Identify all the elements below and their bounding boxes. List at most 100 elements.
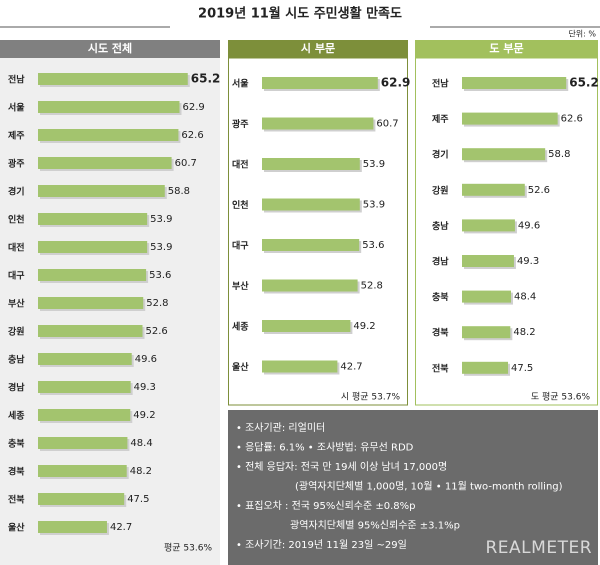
bar xyxy=(262,279,358,292)
note-line: • 응답률: 6.1% • 조사방법: 유무선 RDD xyxy=(236,442,414,454)
panel-title: 도 부문 xyxy=(489,42,523,55)
bar xyxy=(462,361,509,374)
category-label: 부산 xyxy=(8,298,25,310)
category-label: 경북 xyxy=(432,327,449,339)
category-label: 광주 xyxy=(232,118,249,130)
bar xyxy=(38,297,144,309)
value-label: 53.9 xyxy=(363,200,385,211)
category-label: 제주 xyxy=(8,130,25,142)
value-label: 48.2 xyxy=(513,327,535,338)
value-label: 48.2 xyxy=(130,466,152,477)
bar xyxy=(462,290,511,303)
value-label: 58.8 xyxy=(548,149,570,160)
value-label: 47.5 xyxy=(511,363,533,374)
panel-header xyxy=(415,40,598,58)
panel-footnote: 시 평균 53.7% xyxy=(341,392,401,403)
value-label: 49.6 xyxy=(135,354,157,365)
category-label: 강원 xyxy=(8,326,25,338)
category-label: 충남 xyxy=(432,220,449,232)
value-label: 62.6 xyxy=(561,114,583,125)
category-label: 세종 xyxy=(232,321,249,333)
panel-title: 시 부문 xyxy=(301,42,335,55)
category-label: 전남 xyxy=(432,78,449,90)
value-label: 47.5 xyxy=(127,494,149,505)
bar xyxy=(38,129,179,141)
category-label: 경남 xyxy=(8,382,25,394)
bar xyxy=(38,241,148,253)
value-label: 48.4 xyxy=(130,438,152,449)
bar xyxy=(38,465,127,477)
category-label: 전북 xyxy=(8,494,25,506)
bar xyxy=(38,409,131,421)
value-label: 49.3 xyxy=(134,382,156,393)
value-label: 60.7 xyxy=(175,158,197,169)
bar xyxy=(262,360,338,373)
bar xyxy=(38,101,180,113)
value-label: 53.9 xyxy=(150,242,172,253)
panel-header xyxy=(228,40,408,58)
panel xyxy=(228,57,408,406)
bar xyxy=(262,320,351,332)
value-label: 49.6 xyxy=(518,220,540,231)
category-label: 인천 xyxy=(8,215,25,226)
category-label: 경기 xyxy=(432,149,449,161)
note-line: • 전체 응답자: 전국 만 19세 이상 남녀 17,000명 xyxy=(236,461,447,473)
note-line: (광역자치단체별 1,000명, 10월 • 11월 two-month rol… xyxy=(295,481,563,493)
bar xyxy=(462,255,514,267)
bar xyxy=(38,185,165,197)
unit: 단위: % xyxy=(568,29,596,39)
value-label: 62.9 xyxy=(381,76,411,90)
value-label: 60.7 xyxy=(376,119,398,130)
value-label: 62.6 xyxy=(181,130,203,141)
category-label: 충북 xyxy=(8,438,25,450)
value-label: 48.4 xyxy=(514,292,536,303)
panel-footnote: 평균 53.6% xyxy=(164,543,212,554)
bar xyxy=(262,198,360,211)
title: 2019년 11월 시도 주민생활 만족도 xyxy=(198,6,402,22)
category-label: 충남 xyxy=(8,354,25,366)
category-label: 전북 xyxy=(432,362,449,374)
value-label: 49.2 xyxy=(133,410,155,421)
note-line: • 조사기관: 리얼미터 xyxy=(236,422,325,434)
note-line: • 조사기간: 2019년 11월 23일 ~29일 xyxy=(236,539,407,551)
category-label: 강원 xyxy=(432,184,449,196)
bar xyxy=(262,158,360,170)
bar xyxy=(462,148,546,161)
category-label: 서울 xyxy=(232,78,249,90)
value-label: 52.6 xyxy=(146,326,168,337)
category-label: 울산 xyxy=(8,522,25,534)
value-label: 53.6 xyxy=(149,270,171,281)
bar xyxy=(462,112,558,125)
bar xyxy=(462,326,511,339)
note-line: 광역자치단체별 95%신뢰수준 ±3.1%p xyxy=(290,520,460,532)
value-label: 65.2 xyxy=(569,76,599,90)
value-label: 53.6 xyxy=(362,240,384,251)
bar xyxy=(38,353,132,365)
bar xyxy=(262,117,374,130)
category-label: 경기 xyxy=(8,186,25,198)
panel-header xyxy=(0,40,220,58)
bar xyxy=(38,493,125,505)
bar xyxy=(38,73,188,85)
bar xyxy=(38,437,128,449)
value-label: 42.7 xyxy=(340,362,362,373)
bar xyxy=(38,157,172,169)
bar xyxy=(262,77,378,89)
category-label: 제주 xyxy=(432,113,449,125)
value-label: 58.8 xyxy=(168,186,190,197)
bar xyxy=(38,325,143,337)
bar xyxy=(38,213,148,225)
value-label: 53.9 xyxy=(150,214,172,225)
panel-footnote: 도 평균 53.6% xyxy=(531,392,591,403)
bar xyxy=(38,381,131,393)
category-label: 서울 xyxy=(8,102,25,114)
value-label: 52.6 xyxy=(528,185,550,196)
value-label: 65.2 xyxy=(191,72,221,86)
category-label: 세종 xyxy=(8,410,25,422)
category-label: 대구 xyxy=(232,240,249,252)
value-label: 62.9 xyxy=(183,102,205,113)
category-label: 대구 xyxy=(8,270,25,282)
notes-box xyxy=(228,410,598,565)
value-label: 49.2 xyxy=(353,321,375,332)
